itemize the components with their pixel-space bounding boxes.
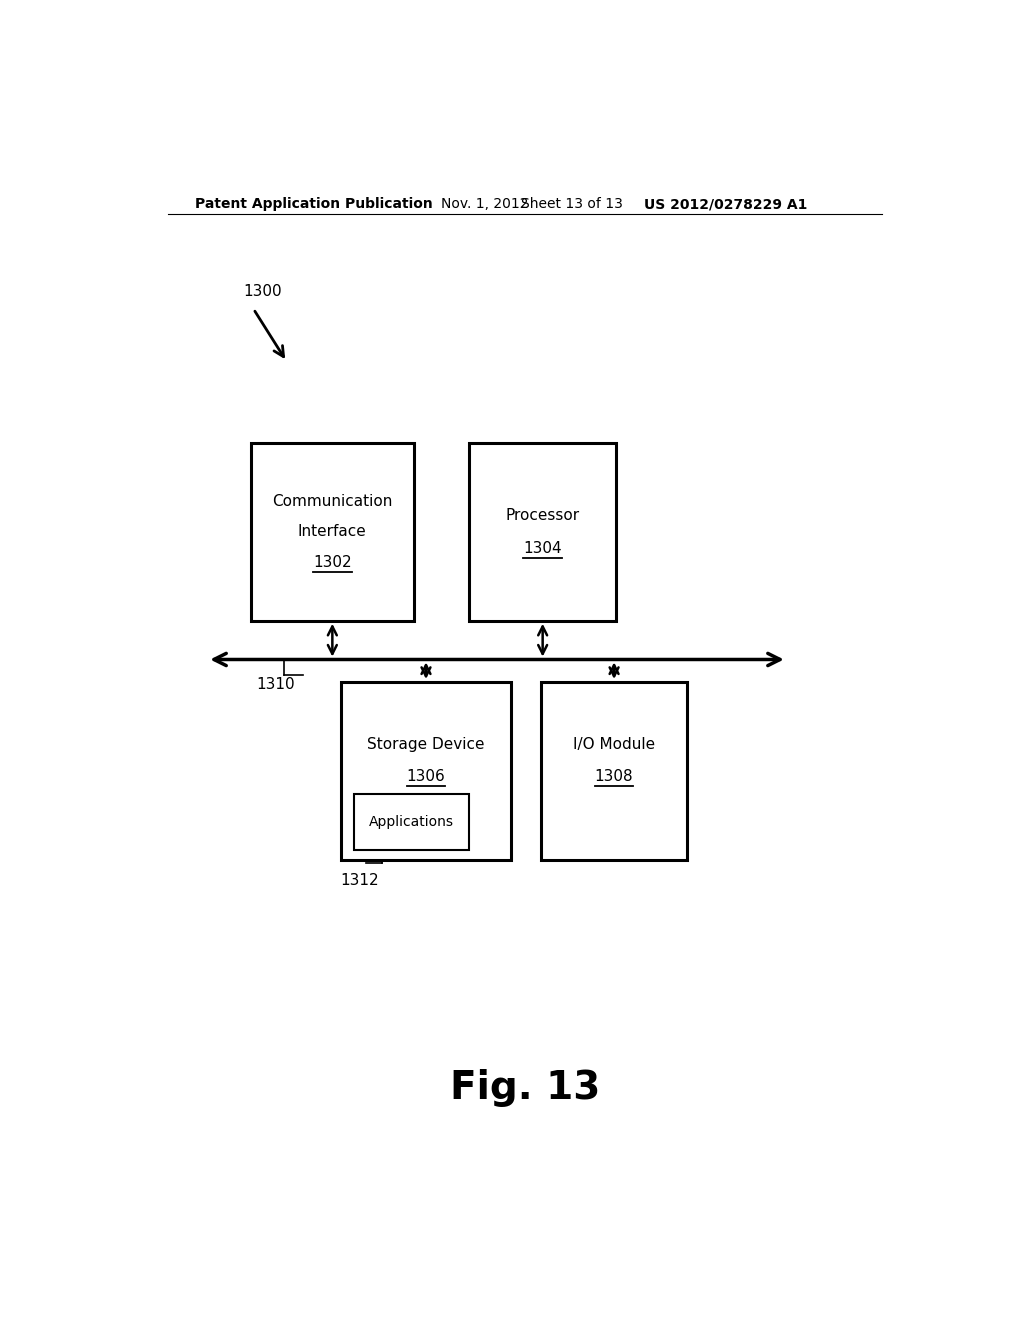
- Bar: [354, 793, 469, 850]
- Text: Storage Device: Storage Device: [368, 737, 484, 752]
- Bar: [341, 682, 511, 859]
- Text: Nov. 1, 2012: Nov. 1, 2012: [441, 197, 529, 211]
- Text: US 2012/0278229 A1: US 2012/0278229 A1: [644, 197, 807, 211]
- Text: 1308: 1308: [595, 770, 634, 784]
- Text: 1300: 1300: [243, 284, 282, 298]
- Text: Processor: Processor: [506, 508, 580, 523]
- Text: 1302: 1302: [313, 554, 351, 570]
- Text: 1310: 1310: [257, 677, 295, 692]
- Text: 1312: 1312: [341, 873, 379, 888]
- Bar: [251, 444, 414, 620]
- Bar: [469, 444, 616, 620]
- Text: 1304: 1304: [523, 541, 562, 556]
- Text: Sheet 13 of 13: Sheet 13 of 13: [521, 197, 623, 211]
- Text: Patent Application Publication: Patent Application Publication: [196, 197, 433, 211]
- Text: 1306: 1306: [407, 770, 445, 784]
- Text: Interface: Interface: [298, 524, 367, 540]
- Text: Communication: Communication: [272, 494, 392, 510]
- Text: Fig. 13: Fig. 13: [450, 1069, 600, 1107]
- Text: I/O Module: I/O Module: [573, 737, 655, 752]
- Bar: [541, 682, 687, 859]
- Text: Applications: Applications: [370, 814, 455, 829]
